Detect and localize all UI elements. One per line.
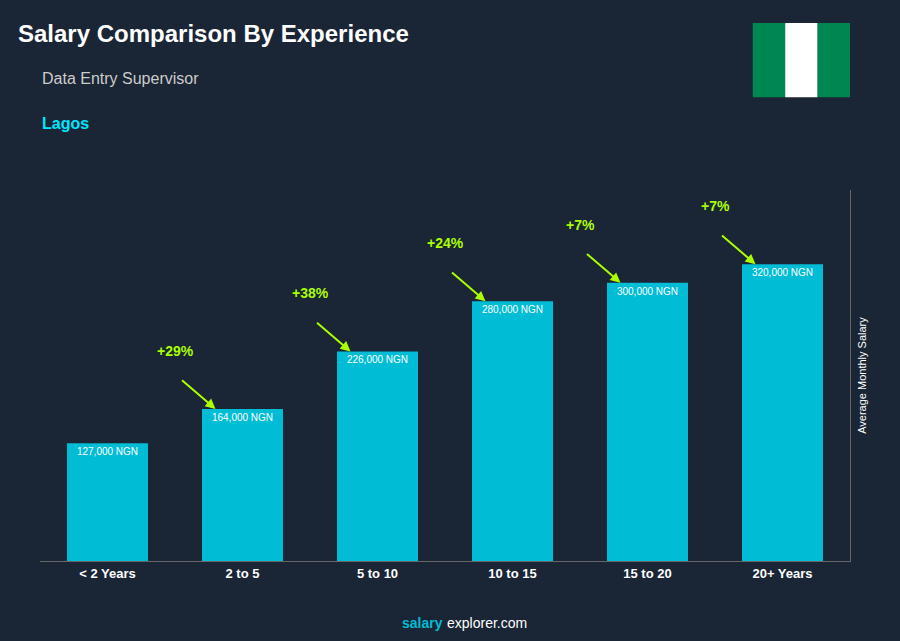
svg-text:15 to 20: 15 to 20 [623, 566, 671, 581]
svg-text:Lagos: Lagos [42, 115, 89, 132]
svg-text:10 to 15: 10 to 15 [488, 566, 536, 581]
svg-text:< 2 Years: < 2 Years [79, 566, 136, 581]
svg-text:320,000 NGN: 320,000 NGN [752, 267, 813, 278]
svg-text:5 to 10: 5 to 10 [357, 566, 398, 581]
svg-text:explorer.com: explorer.com [447, 615, 527, 631]
svg-text:+7%: +7% [701, 198, 730, 214]
svg-text:164,000 NGN: 164,000 NGN [212, 412, 273, 423]
svg-text:2 to 5: 2 to 5 [226, 566, 260, 581]
svg-text:+7%: +7% [566, 217, 595, 233]
svg-text:Average Monthly Salary: Average Monthly Salary [856, 317, 868, 434]
svg-text:127,000 NGN: 127,000 NGN [77, 446, 138, 457]
svg-text:+24%: +24% [427, 235, 464, 251]
svg-text:salary: salary [402, 615, 443, 631]
svg-text:20+ Years: 20+ Years [752, 566, 812, 581]
svg-text:Data Entry Supervisor: Data Entry Supervisor [42, 70, 199, 87]
svg-text:Salary Comparison By Experienc: Salary Comparison By Experience [18, 20, 409, 47]
svg-text:+29%: +29% [157, 343, 194, 359]
svg-text:280,000 NGN: 280,000 NGN [482, 304, 543, 315]
svg-text:+38%: +38% [292, 285, 329, 301]
svg-text:300,000 NGN: 300,000 NGN [617, 286, 678, 297]
svg-text:226,000 NGN: 226,000 NGN [347, 354, 408, 365]
